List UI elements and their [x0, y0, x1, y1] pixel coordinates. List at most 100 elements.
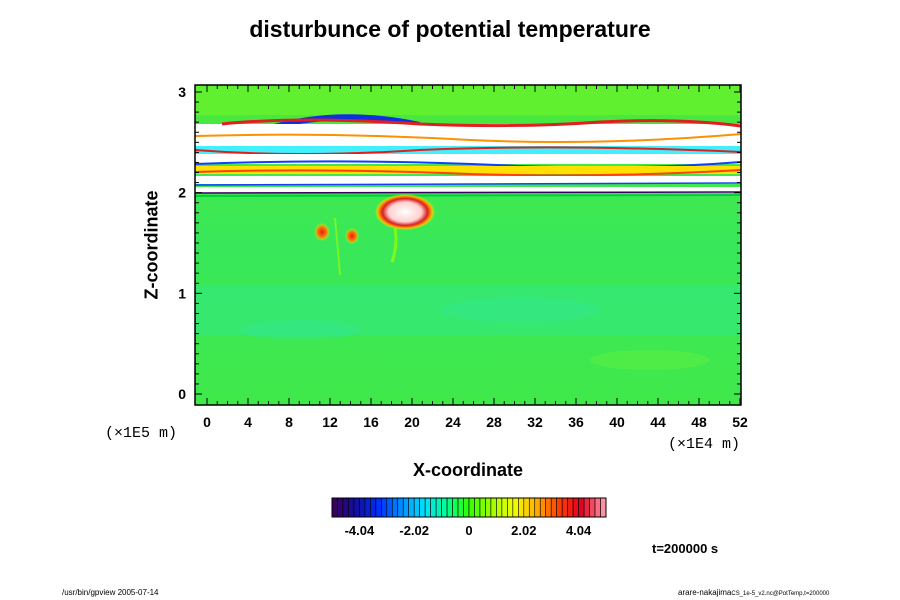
colorbar-segment [391, 497, 399, 518]
colorbar-segment [359, 497, 366, 518]
colorbar-tick-label: -2.02 [399, 523, 429, 538]
footer-source: arare-nakajimaCS_1e-5_v2.nc@PotTemp,t=20… [678, 588, 829, 597]
y-axis-label: Z-coordinate [141, 190, 162, 300]
colorbar-segment [435, 497, 442, 518]
colorbar-segment [539, 497, 547, 518]
red-edge-2 [194, 146, 742, 155]
colorbar-segment [402, 497, 410, 518]
colorbar-segment [578, 497, 585, 518]
field-patch [440, 298, 600, 322]
colorbar-segment [556, 497, 563, 518]
mixed-band [195, 146, 741, 154]
field-patch [240, 320, 360, 340]
x-tick-label: 40 [609, 414, 625, 430]
footer-source-main: arare-nakajima [678, 588, 732, 597]
colorbar-segment [600, 497, 607, 518]
colorbar-segment [496, 497, 503, 518]
warm-plume-large [375, 194, 435, 230]
dark-edge-4 [194, 191, 742, 194]
colorbar-segment [397, 497, 404, 518]
colorbar: -4.04 -2.02 0 2.02 4.04 [331, 497, 607, 538]
red-edge-1 [221, 118, 742, 128]
colorbar-segment [545, 497, 552, 518]
x-tick-label: 20 [404, 414, 420, 430]
colorbar-segment [501, 497, 508, 518]
heatmap-field [194, 85, 742, 405]
x-tick-label: 4 [244, 414, 252, 430]
colorbar-segment [342, 497, 349, 518]
y-tick-label: 1 [178, 285, 186, 301]
warm-plume-small [314, 223, 330, 241]
colorbar-tick-label: 2.02 [511, 523, 536, 538]
x-tick-label: 24 [445, 414, 461, 430]
plume-stem [334, 217, 341, 276]
colorbar-segment [413, 497, 420, 518]
colorbar-segment [485, 497, 492, 518]
colorbar-segment [512, 497, 519, 518]
colorbar-segment [468, 497, 475, 518]
colorbar-segment [594, 497, 601, 518]
colorbar-segment [589, 497, 596, 518]
colorbar-segment [534, 497, 541, 518]
colorbar-segment [337, 497, 344, 518]
colorbar-segment [430, 497, 437, 518]
time-label: t=200000 s [652, 541, 719, 556]
colorbar-segment [518, 497, 525, 518]
colorbar-segment [528, 497, 536, 518]
colorbar-tick-label: -4.04 [345, 523, 375, 538]
colorbar-segment [441, 497, 448, 518]
colorbar-segment [479, 497, 486, 518]
colorbar-segment [408, 497, 415, 518]
chart-title: disturbunce of potential temperature [249, 16, 651, 42]
x-tick-label: 16 [363, 414, 379, 430]
colorbar-segment [375, 497, 382, 518]
axis-ticks [195, 85, 741, 405]
white-band-3 [195, 176, 741, 184]
colorbar-tick-label: 0 [465, 523, 472, 538]
field-patch [590, 350, 710, 370]
footer-source-detail: CS_1e-5_v2.nc@PotTemp,t=200000 [731, 591, 830, 597]
colorbar-segment [370, 497, 377, 518]
colorbar-segment [463, 497, 470, 518]
colorbar-segment [452, 497, 459, 518]
colorbar-frame [331, 497, 607, 518]
x-tick-label: 48 [691, 414, 707, 430]
colorbar-segment [446, 497, 453, 518]
y-tick-label: 2 [178, 185, 186, 201]
colorbar-segment [561, 497, 568, 518]
colorbar-segment [386, 497, 393, 518]
x-tick-label: 12 [322, 414, 338, 430]
colorbar-segment [419, 497, 426, 518]
disturbed-layer [194, 85, 742, 197]
x-tick-label: 0 [203, 414, 211, 430]
colorbar-segment [381, 497, 388, 518]
x-tick-label: 28 [486, 414, 502, 430]
warm-plume-small [345, 228, 359, 244]
colorbar-segment [523, 497, 530, 518]
colorbar-segment [583, 497, 590, 518]
colorbar-segment [567, 497, 574, 518]
orange-edge-1 [194, 133, 742, 143]
colorbar-segment [364, 497, 371, 518]
x-axis-unit: (×1E4 m) [668, 436, 741, 453]
field-lower-band [195, 285, 741, 335]
y-axis-unit: (×1E5 m) [105, 425, 178, 442]
x-tick-label: 44 [650, 414, 666, 430]
blue-edge-3 [194, 182, 742, 186]
plume-stem [390, 227, 398, 263]
colorbar-segment [348, 497, 355, 518]
x-axis-label: X-coordinate [412, 460, 523, 480]
y-tick-label: 3 [178, 84, 186, 100]
colorbar-segment [550, 497, 557, 518]
colorbar-segment [424, 497, 431, 518]
x-tick-label: 32 [527, 414, 543, 430]
colorbar-tick-label: 4.04 [566, 523, 592, 538]
colorbar-segment [507, 497, 514, 518]
colorbar-segment [457, 497, 464, 518]
x-tick-label: 36 [568, 414, 584, 430]
x-tick-label: 52 [732, 414, 748, 430]
white-band-2 [195, 154, 741, 164]
white-band-4 [195, 187, 741, 193]
